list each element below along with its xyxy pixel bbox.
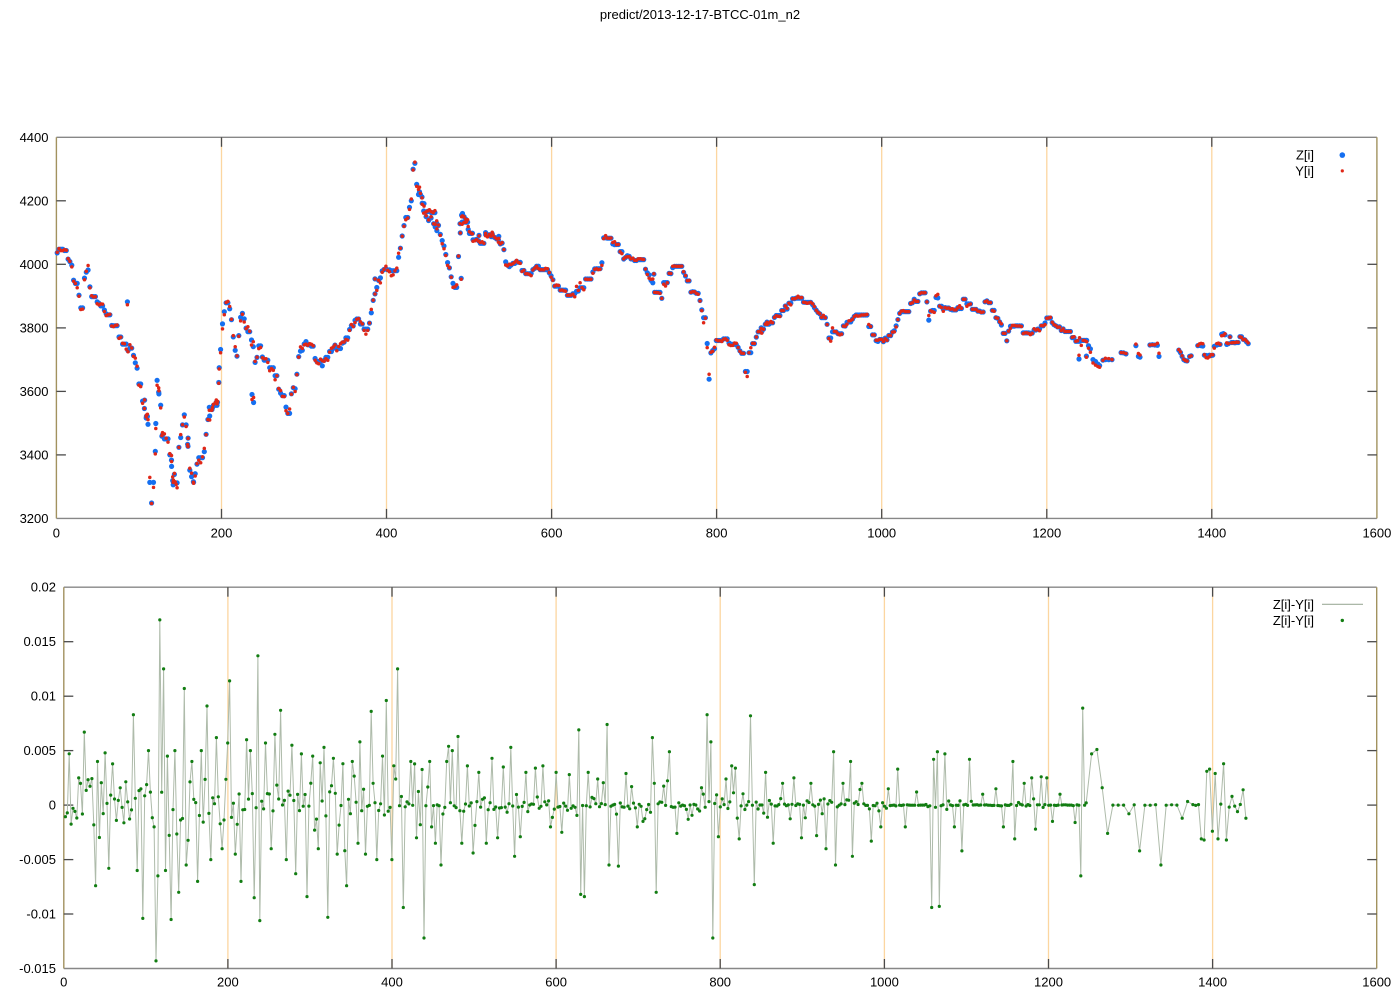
svg-text:Z[i]-Y[i]: Z[i]-Y[i] [1273, 597, 1314, 612]
svg-text:Z[i]: Z[i] [1296, 148, 1314, 163]
svg-text:1200: 1200 [1034, 975, 1063, 990]
svg-text:3400: 3400 [20, 447, 49, 462]
svg-text:3800: 3800 [20, 320, 49, 335]
svg-text:-0.015: -0.015 [19, 961, 56, 976]
svg-text:200: 200 [217, 975, 239, 990]
svg-text:1000: 1000 [870, 975, 899, 990]
svg-text:3600: 3600 [20, 384, 49, 399]
svg-text:-0.01: -0.01 [26, 907, 56, 922]
svg-text:1600: 1600 [1362, 975, 1391, 990]
svg-text:400: 400 [381, 975, 403, 990]
svg-text:4000: 4000 [20, 257, 49, 272]
svg-text:0.005: 0.005 [23, 743, 56, 758]
svg-text:600: 600 [541, 526, 563, 541]
svg-text:Z[i]-Y[i]: Z[i]-Y[i] [1273, 613, 1314, 628]
svg-text:4200: 4200 [20, 193, 49, 208]
svg-text:1400: 1400 [1198, 975, 1227, 990]
svg-text:0.015: 0.015 [23, 634, 56, 649]
svg-text:1600: 1600 [1362, 526, 1391, 541]
svg-text:600: 600 [545, 975, 567, 990]
svg-text:predict/2013-12-17-BTCC-01m_n2: predict/2013-12-17-BTCC-01m_n2 [600, 7, 800, 22]
svg-text:0: 0 [53, 526, 60, 541]
svg-text:-0.005: -0.005 [19, 852, 56, 867]
svg-text:0.02: 0.02 [31, 580, 56, 595]
svg-text:400: 400 [376, 526, 398, 541]
svg-text:1200: 1200 [1032, 526, 1061, 541]
svg-text:1000: 1000 [867, 526, 896, 541]
svg-text:3200: 3200 [20, 511, 49, 526]
svg-text:0: 0 [60, 975, 67, 990]
svg-text:4400: 4400 [20, 130, 49, 145]
svg-text:800: 800 [706, 526, 728, 541]
svg-text:Y[i]: Y[i] [1295, 164, 1314, 179]
svg-text:0.01: 0.01 [31, 689, 56, 704]
svg-text:1400: 1400 [1197, 526, 1226, 541]
svg-text:0: 0 [49, 798, 56, 813]
svg-text:200: 200 [211, 526, 233, 541]
svg-text:800: 800 [709, 975, 731, 990]
